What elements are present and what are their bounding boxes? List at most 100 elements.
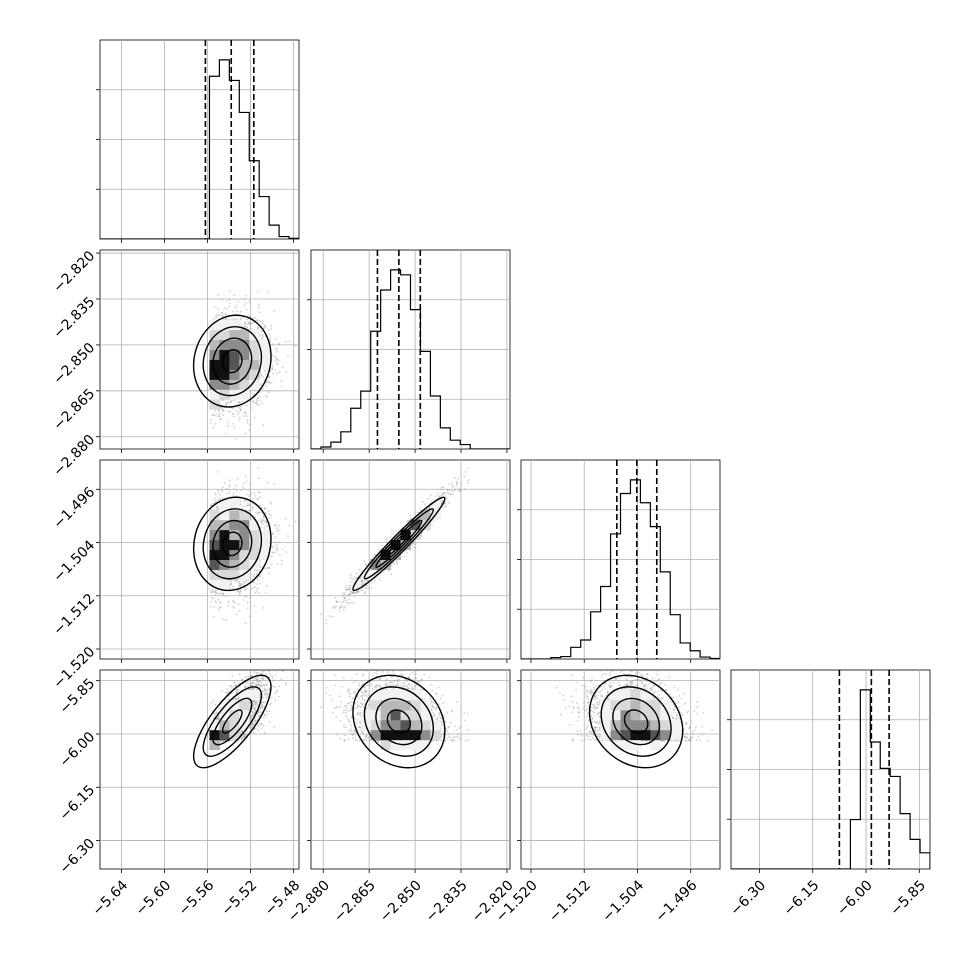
- scatter-point: [244, 622, 247, 625]
- scatter-point: [278, 524, 280, 527]
- scatter-point: [240, 324, 243, 327]
- scatter-point: [242, 317, 244, 320]
- panel-content: [100, 250, 299, 452]
- scatter-point: [228, 489, 231, 492]
- scatter-point: [276, 347, 278, 349]
- scatter-point: [215, 415, 217, 417]
- scatter-point: [240, 489, 242, 491]
- scatter-point: [274, 536, 277, 539]
- scatter-point: [277, 529, 280, 531]
- scatter-point: [219, 494, 222, 496]
- scatter-point: [274, 541, 277, 544]
- scatter-point: [261, 402, 264, 405]
- scatter-point: [244, 294, 247, 297]
- scatter-point: [214, 591, 217, 593]
- density-cell: [219, 359, 230, 370]
- density-cell: [249, 539, 260, 551]
- scatter-point: [246, 607, 249, 610]
- contour-level-1: [212, 519, 253, 568]
- scatter-point: [221, 312, 224, 314]
- scatter-point: [348, 588, 351, 590]
- scatter-point: [261, 522, 264, 525]
- density-cell: [219, 509, 230, 521]
- scatter-point: [259, 582, 261, 585]
- contour-level-1: [212, 337, 253, 385]
- scatter-point: [225, 404, 228, 406]
- scatter-point: [235, 409, 238, 412]
- density-cell: [239, 529, 250, 541]
- scatter-point: [217, 471, 220, 473]
- scatter-point: [294, 344, 297, 347]
- scatter-point: [256, 319, 259, 321]
- scatter-point: [356, 590, 358, 593]
- scatter-point: [252, 497, 254, 500]
- scatter-point: [210, 591, 213, 594]
- scatter-point: [225, 404, 228, 406]
- scatter-point: [238, 580, 241, 583]
- scatter-point: [239, 317, 242, 320]
- scatter-point: [222, 410, 225, 412]
- density-cell: [219, 369, 230, 380]
- scatter-point: [218, 314, 220, 317]
- scatter-point: [340, 606, 342, 609]
- density-cell: [209, 559, 220, 570]
- scatter-point: [270, 502, 272, 505]
- density-cell: [219, 559, 230, 570]
- density-cell: [229, 379, 240, 390]
- scatter-point: [240, 409, 243, 411]
- scatter-point: [257, 579, 260, 581]
- scatter-point: [264, 511, 267, 514]
- scatter-point: [272, 372, 275, 375]
- scatter-point: [235, 304, 238, 307]
- density-cell: [209, 329, 220, 341]
- scatter-point: [234, 404, 237, 406]
- scatter-point: [270, 324, 272, 327]
- scatter-point: [270, 368, 273, 371]
- scatter-point: [373, 579, 376, 582]
- scatter-point: [272, 364, 274, 367]
- density-cell: [239, 559, 250, 570]
- scatter-point: [365, 587, 367, 590]
- scatter-point: [444, 495, 447, 497]
- scatter-point: [274, 360, 277, 363]
- scatter-point: [268, 381, 270, 384]
- density-cell: [219, 499, 230, 511]
- scatter-point: [260, 336, 263, 339]
- scatter-point: [268, 567, 271, 570]
- scatter-point: [278, 343, 280, 346]
- scatter-point: [350, 601, 353, 604]
- scatter-point: [287, 535, 289, 538]
- scatter-point: [218, 415, 221, 417]
- scatter-point: [240, 405, 242, 408]
- scatter-point: [219, 498, 222, 500]
- scatter-point: [245, 494, 248, 496]
- scatter-point: [225, 313, 228, 316]
- scatter-point: [263, 370, 266, 373]
- scatter-point: [228, 305, 231, 308]
- scatter-point: [213, 591, 216, 593]
- scatter-point: [233, 601, 236, 604]
- scatter-point: [226, 488, 228, 490]
- scatter-point: [215, 314, 218, 317]
- y-tick-label-2-3: −1.496: [50, 484, 98, 532]
- scatter-point: [221, 408, 224, 411]
- scatter-point: [444, 502, 446, 504]
- scatter-point: [272, 552, 275, 554]
- scatter-point: [217, 499, 220, 501]
- density-cell: [219, 329, 230, 341]
- scatter-point: [219, 418, 221, 421]
- scatter-point: [238, 405, 241, 408]
- density-cell: [249, 349, 260, 360]
- scatter-point: [214, 492, 217, 494]
- scatter-point: [210, 605, 212, 608]
- scatter-point: [252, 575, 255, 578]
- scatter-point: [223, 450, 225, 452]
- scatter-point: [271, 532, 274, 534]
- scatter-point: [213, 498, 216, 500]
- scatter-point: [262, 516, 265, 519]
- scatter-point: [269, 336, 272, 339]
- scatter-point: [249, 322, 252, 325]
- density-cell: [229, 369, 240, 380]
- scatter-point: [248, 323, 251, 325]
- scatter-point: [273, 309, 275, 312]
